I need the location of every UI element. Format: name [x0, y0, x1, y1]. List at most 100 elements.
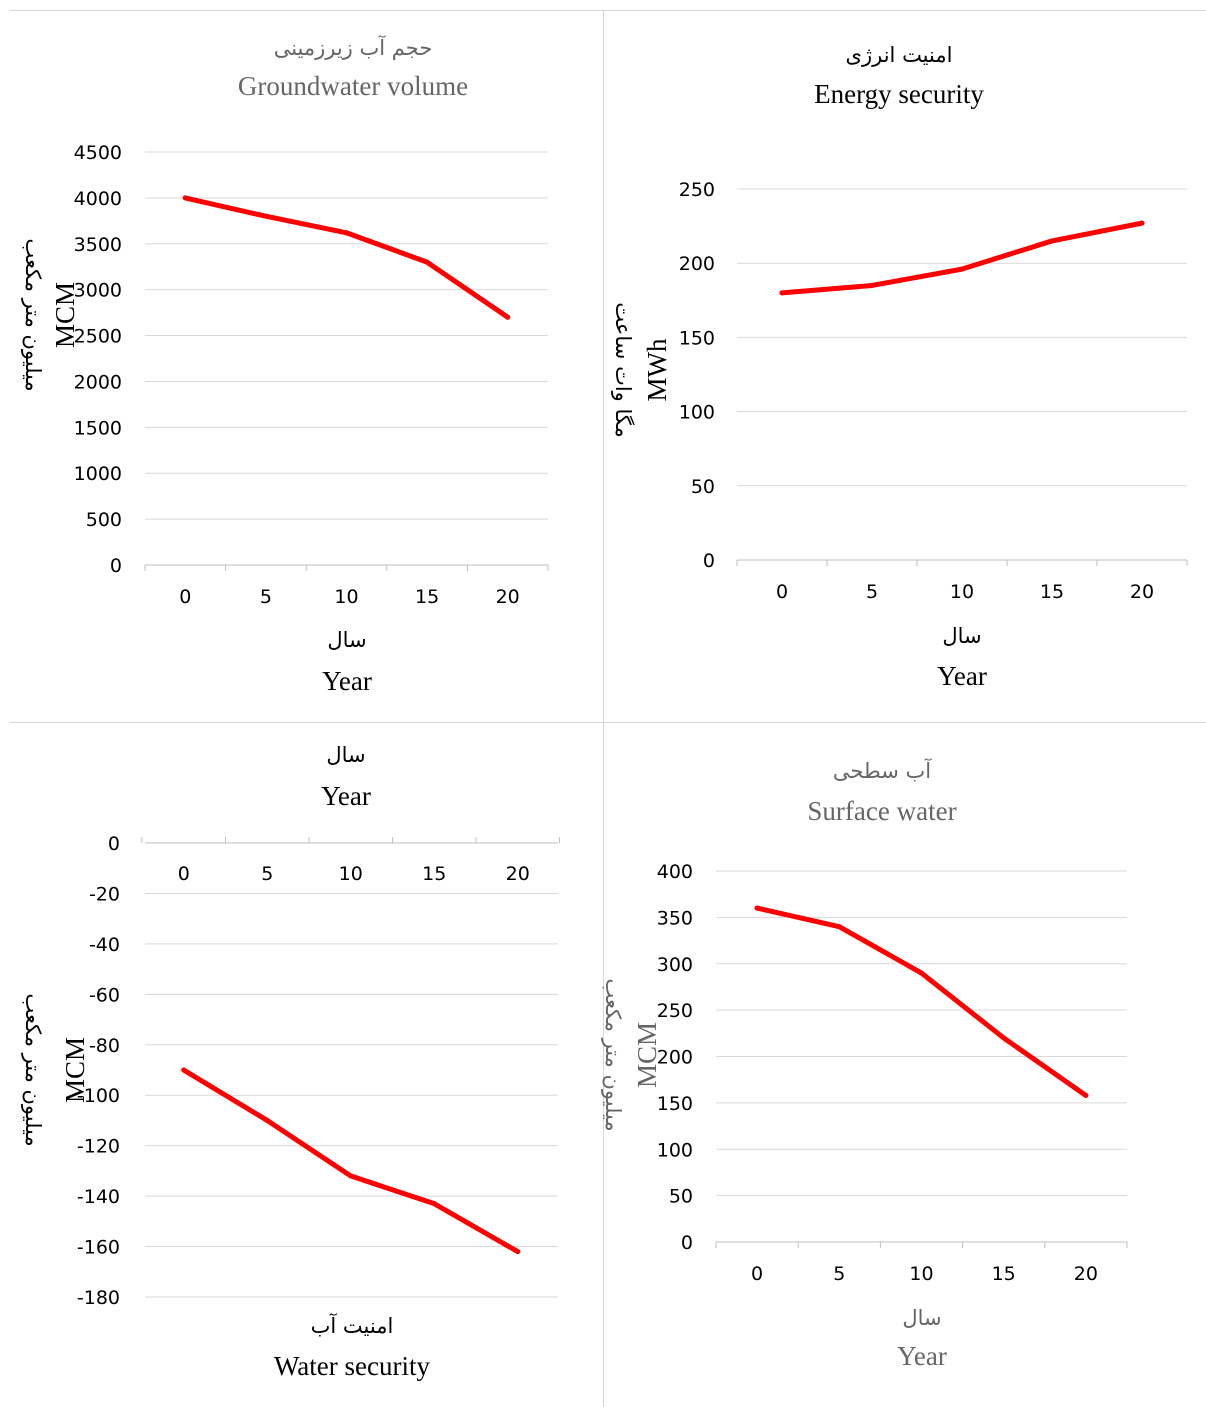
- y-axis-label-fa: میلیون متر مکعب: [601, 978, 625, 1131]
- y-tick-label: 1000: [74, 463, 122, 485]
- y-tick-label: 50: [691, 476, 715, 498]
- y-tick-label: -160: [77, 1237, 120, 1259]
- y-tick-label: 4500: [74, 142, 122, 164]
- data-point: [1083, 1092, 1089, 1098]
- chart-groundwater: 4500 4000 3500 3000 2500 2000 1500 1000 500 0 0 5 10…: [21, 35, 549, 696]
- chart-surface_water: 400 350 300 250 200 150 100 50 0 0 5 10 15 20 آب سطحی S…: [601, 758, 1128, 1371]
- y-tick-label: 0: [108, 833, 120, 855]
- y-tick-label: -120: [77, 1136, 120, 1158]
- chart-title-fa: آب سطحی: [833, 758, 932, 783]
- y-tick-label: -20: [89, 883, 120, 905]
- x-tick-label: 0: [776, 581, 788, 603]
- data-point: [431, 1201, 437, 1207]
- panel-border-top: [10, 10, 1206, 11]
- data-point: [515, 1249, 521, 1255]
- y-tick-label: 0: [681, 1232, 693, 1254]
- panel-border-vertical: [603, 10, 604, 1407]
- series-line: [754, 905, 1089, 1098]
- data-point: [181, 1067, 187, 1073]
- chart-water_security: 0 -20 -40 -60 -80 -100 -120 -140 -160 -180 0 5 10 15 2…: [21, 743, 560, 1381]
- y-tick-label: -140: [77, 1186, 120, 1208]
- y-tick-label: 250: [679, 179, 715, 201]
- chart-grid: [10, 10, 1206, 1407]
- chart-title-en: Groundwater volume: [238, 71, 468, 101]
- x-tick-label: 20: [1130, 581, 1154, 603]
- y-axis-label-en: MCM: [50, 282, 80, 348]
- y-tick-label: 200: [679, 253, 715, 275]
- x-tick-label: 20: [1074, 1263, 1098, 1285]
- x-axis-label-fa: سال: [942, 624, 981, 648]
- y-axis-label-fa: میلیون متر مکعب: [21, 238, 45, 391]
- y-tick-label: -180: [77, 1287, 120, 1309]
- y-tick-label: 50: [669, 1186, 693, 1208]
- chart-title-en: Surface water: [807, 796, 956, 826]
- x-tick-label: 5: [260, 586, 272, 608]
- series-line: [779, 220, 1145, 296]
- y-tick-label: 0: [110, 555, 122, 577]
- x-axis-label-fa: سال: [902, 1306, 941, 1330]
- x-axis-label-en: Year: [897, 1341, 947, 1371]
- x-tick-label: 20: [496, 586, 520, 608]
- data-point: [1049, 238, 1055, 244]
- y-tick-label: 500: [86, 509, 122, 531]
- y-tick-label: -60: [89, 984, 120, 1006]
- x-tick-label: 0: [178, 863, 190, 885]
- y-tick-label: 200: [657, 1047, 693, 1069]
- data-point: [754, 905, 760, 911]
- data-point: [348, 1173, 354, 1179]
- x-tick-label: 0: [751, 1263, 763, 1285]
- series-line: [182, 195, 511, 320]
- x-tick-label: 0: [179, 586, 191, 608]
- x-tick-label: 5: [261, 863, 273, 885]
- data-point: [919, 970, 924, 976]
- series-line: [181, 1067, 521, 1255]
- y-tick-label: 4000: [74, 188, 122, 210]
- x-tick-label: 15: [992, 1263, 1016, 1285]
- data-point: [263, 213, 269, 219]
- data-point: [779, 290, 785, 296]
- y-tick-label: 100: [679, 402, 715, 424]
- data-point: [959, 266, 965, 272]
- y-axis-label-fa: میلیون متر مکعب: [21, 993, 45, 1146]
- data-point: [505, 314, 511, 320]
- y-axis-label-en: MCM: [60, 1037, 90, 1103]
- chart-title-fa: حجم آب زیرزمینی: [274, 35, 433, 61]
- data-point: [1001, 1035, 1007, 1041]
- x-tick-label: 10: [339, 863, 363, 885]
- data-point: [344, 230, 349, 236]
- y-tick-label: 300: [657, 954, 693, 976]
- y-tick-label: 2000: [74, 371, 122, 393]
- data-point: [182, 195, 188, 201]
- y-tick-label: 400: [657, 861, 693, 883]
- panel-border-middle: [10, 722, 1206, 723]
- x-axis-label-en: Year: [322, 666, 372, 696]
- y-tick-label: 2500: [74, 326, 122, 348]
- y-tick-label: 350: [657, 907, 693, 929]
- y-axis-label-en: MCM: [632, 1022, 662, 1088]
- y-tick-label: 150: [657, 1093, 693, 1115]
- data-point: [264, 1117, 270, 1123]
- x-tick-label: 10: [334, 586, 358, 608]
- x-tick-label: 10: [909, 1263, 933, 1285]
- data-point: [1139, 220, 1145, 226]
- x-tick-label: 15: [422, 863, 446, 885]
- y-tick-label: 1500: [74, 417, 122, 439]
- y-tick-label: 100: [657, 1139, 693, 1161]
- x-tick-label: 5: [866, 581, 878, 603]
- x-axis-label-fa: سال: [326, 743, 365, 767]
- x-tick-label: 20: [506, 863, 530, 885]
- x-axis-label-en: Year: [321, 781, 371, 811]
- y-tick-label: -40: [89, 934, 120, 956]
- y-tick-label: 150: [679, 327, 715, 349]
- y-tick-label: 250: [657, 1000, 693, 1022]
- x-tick-label: 15: [1040, 581, 1064, 603]
- chart-title-en: Energy security: [814, 79, 984, 109]
- x-tick-label: 15: [415, 586, 439, 608]
- data-point: [836, 924, 842, 930]
- y-axis-label-en: MWh: [642, 338, 672, 401]
- x-axis-label-en: Year: [937, 661, 987, 691]
- chart-title-fa: امنیت آب: [311, 1313, 394, 1338]
- y-tick-label: 0: [703, 550, 715, 572]
- x-axis-label-fa: سال: [327, 628, 366, 652]
- data-point: [869, 282, 875, 288]
